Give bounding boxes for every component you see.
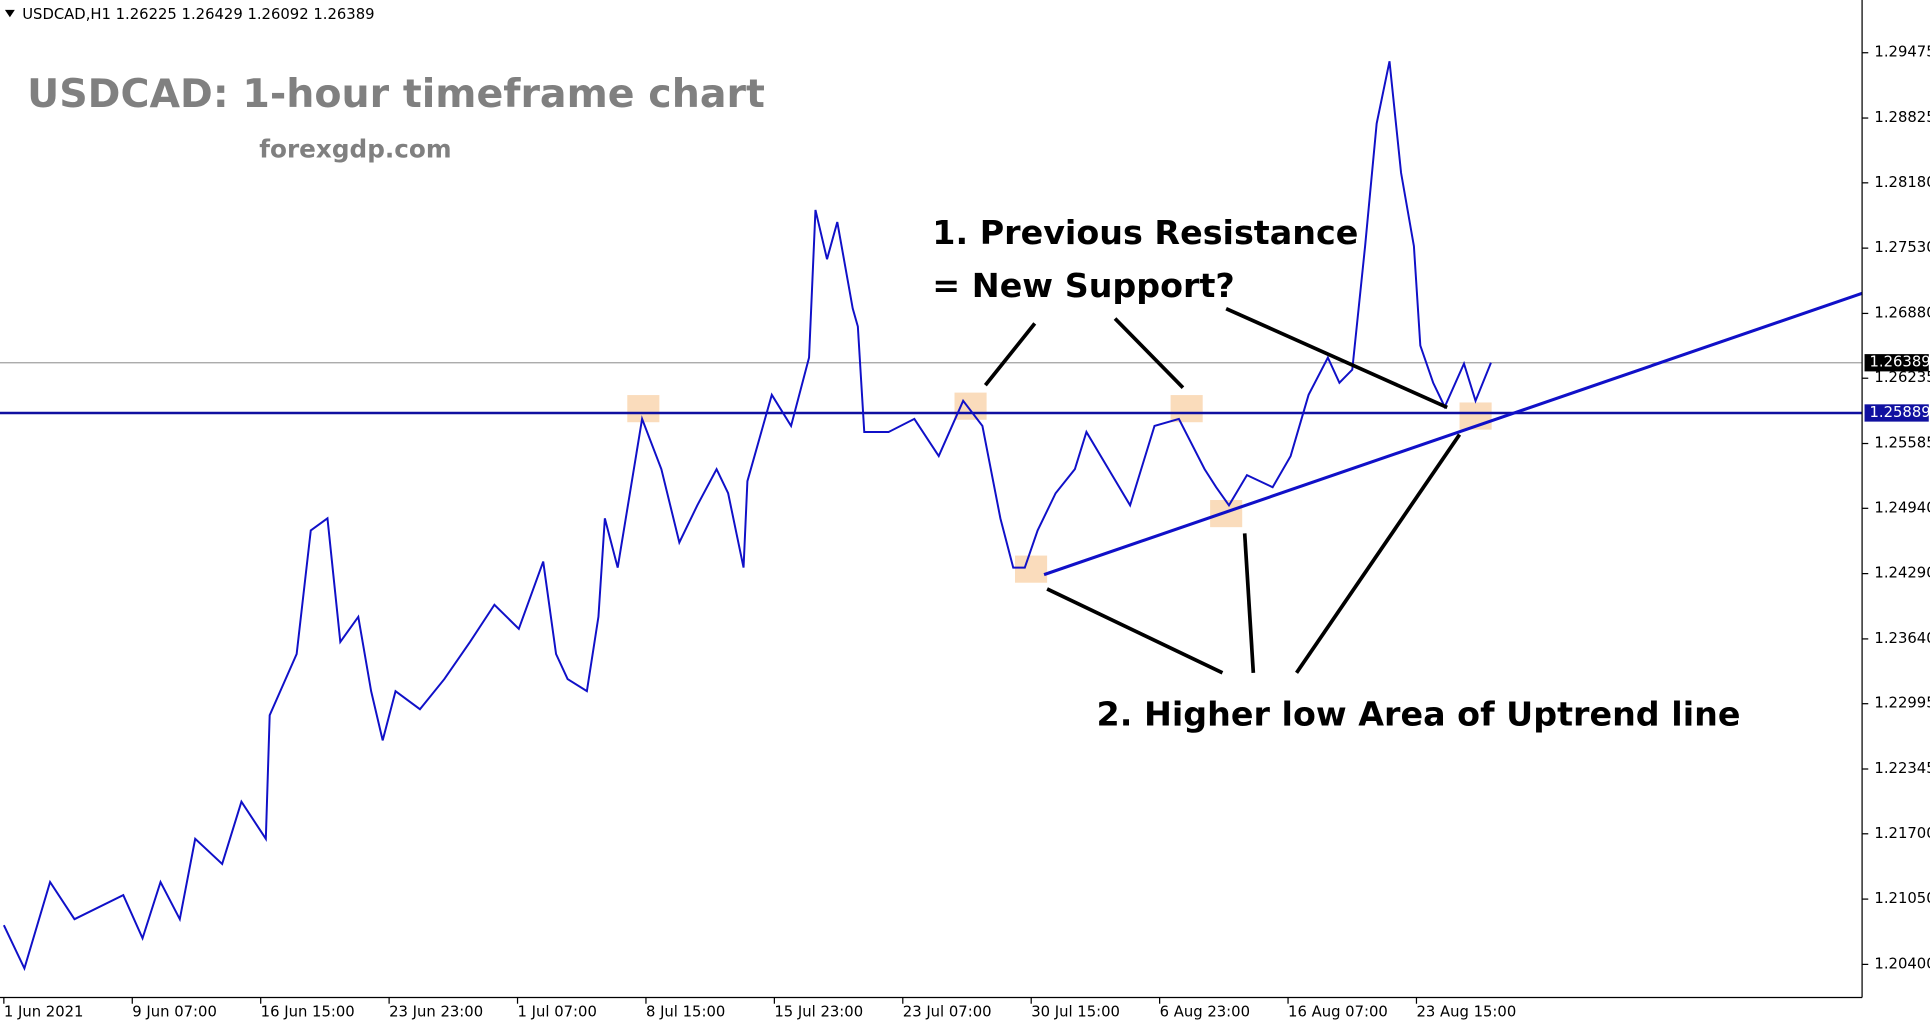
chart-title: USDCAD: 1-hour timeframe chart: [27, 71, 765, 117]
x-tick-label: 6 Aug 23:00: [1160, 1003, 1250, 1020]
menu-icon: [4, 9, 15, 18]
annotation: 2. Higher low Area of Uptrend line: [1097, 695, 1741, 734]
y-tick-label: 1.28825: [1874, 109, 1930, 126]
x-tick-label: 16 Aug 07:00: [1288, 1003, 1388, 1020]
y-tick-label: 1.27530: [1874, 239, 1930, 256]
y-tick-label: 1.26235: [1874, 369, 1930, 386]
highlight: [1170, 395, 1203, 423]
pointer-lines: [983, 306, 1462, 675]
x-tick-label: 30 Jul 15:00: [1031, 1003, 1120, 1020]
y-tick-label: 1.20400: [1874, 955, 1930, 972]
pointer: [1113, 317, 1185, 389]
x-tick-label: 1 Jul 07:00: [518, 1003, 597, 1020]
pointer: [983, 322, 1037, 387]
annotation: 1. Previous Resistance: [932, 213, 1358, 252]
price-line: [2, 61, 1492, 972]
y-tick-label: 1.23640: [1874, 630, 1930, 647]
x-tick-label: 16 Jun 15:00: [261, 1003, 355, 1020]
plot: [0, 61, 1863, 972]
x-tick-label: 23 Aug 15:00: [1416, 1003, 1516, 1020]
x-tick-label: 1 Jun 2021: [4, 1003, 84, 1020]
price-tag: [1864, 404, 1929, 422]
pointer: [1295, 433, 1462, 674]
price-tag-label: 1.26389: [1869, 354, 1930, 371]
highlight: [1015, 555, 1048, 583]
y-tick-label: 1.25585: [1874, 435, 1930, 452]
header: USDCAD,H1 1.26225 1.26429 1.26092 1.2638…: [22, 6, 374, 23]
subtitle: forexgdp.com: [259, 135, 451, 164]
highlight: [627, 395, 660, 423]
highlight: [954, 392, 987, 420]
x-tick-label: 23 Jun 23:00: [389, 1003, 483, 1020]
pointer: [1046, 587, 1224, 675]
y-tick-label: 1.24940: [1874, 499, 1930, 516]
y-tick-label: 1.24290: [1874, 565, 1930, 582]
x-tick-label: 8 Jul 15:00: [646, 1003, 725, 1020]
x-tick-label: 23 Jul 07:00: [903, 1003, 992, 1020]
x-tick-label: 15 Jul 23:00: [774, 1003, 863, 1020]
price-tag-label: 1.25889: [1869, 404, 1930, 421]
x-tick-label: 9 Jun 07:00: [132, 1003, 217, 1020]
y-tick-label: 1.21700: [1874, 825, 1930, 842]
y-tick-label: 1.26880: [1874, 304, 1930, 321]
annotation: = New Support?: [932, 266, 1234, 305]
y-tick-label: 1.29475: [1874, 44, 1930, 61]
y-tick-label: 1.28180: [1874, 174, 1930, 191]
trendline: [1043, 291, 1863, 577]
price-tag: [1864, 354, 1929, 372]
pointer: [1242, 533, 1256, 673]
pointer: [1225, 306, 1448, 410]
y-tick-label: 1.22345: [1874, 760, 1930, 777]
y-tick-label: 1.22995: [1874, 695, 1930, 712]
y-tick-label: 1.21050: [1874, 890, 1930, 907]
